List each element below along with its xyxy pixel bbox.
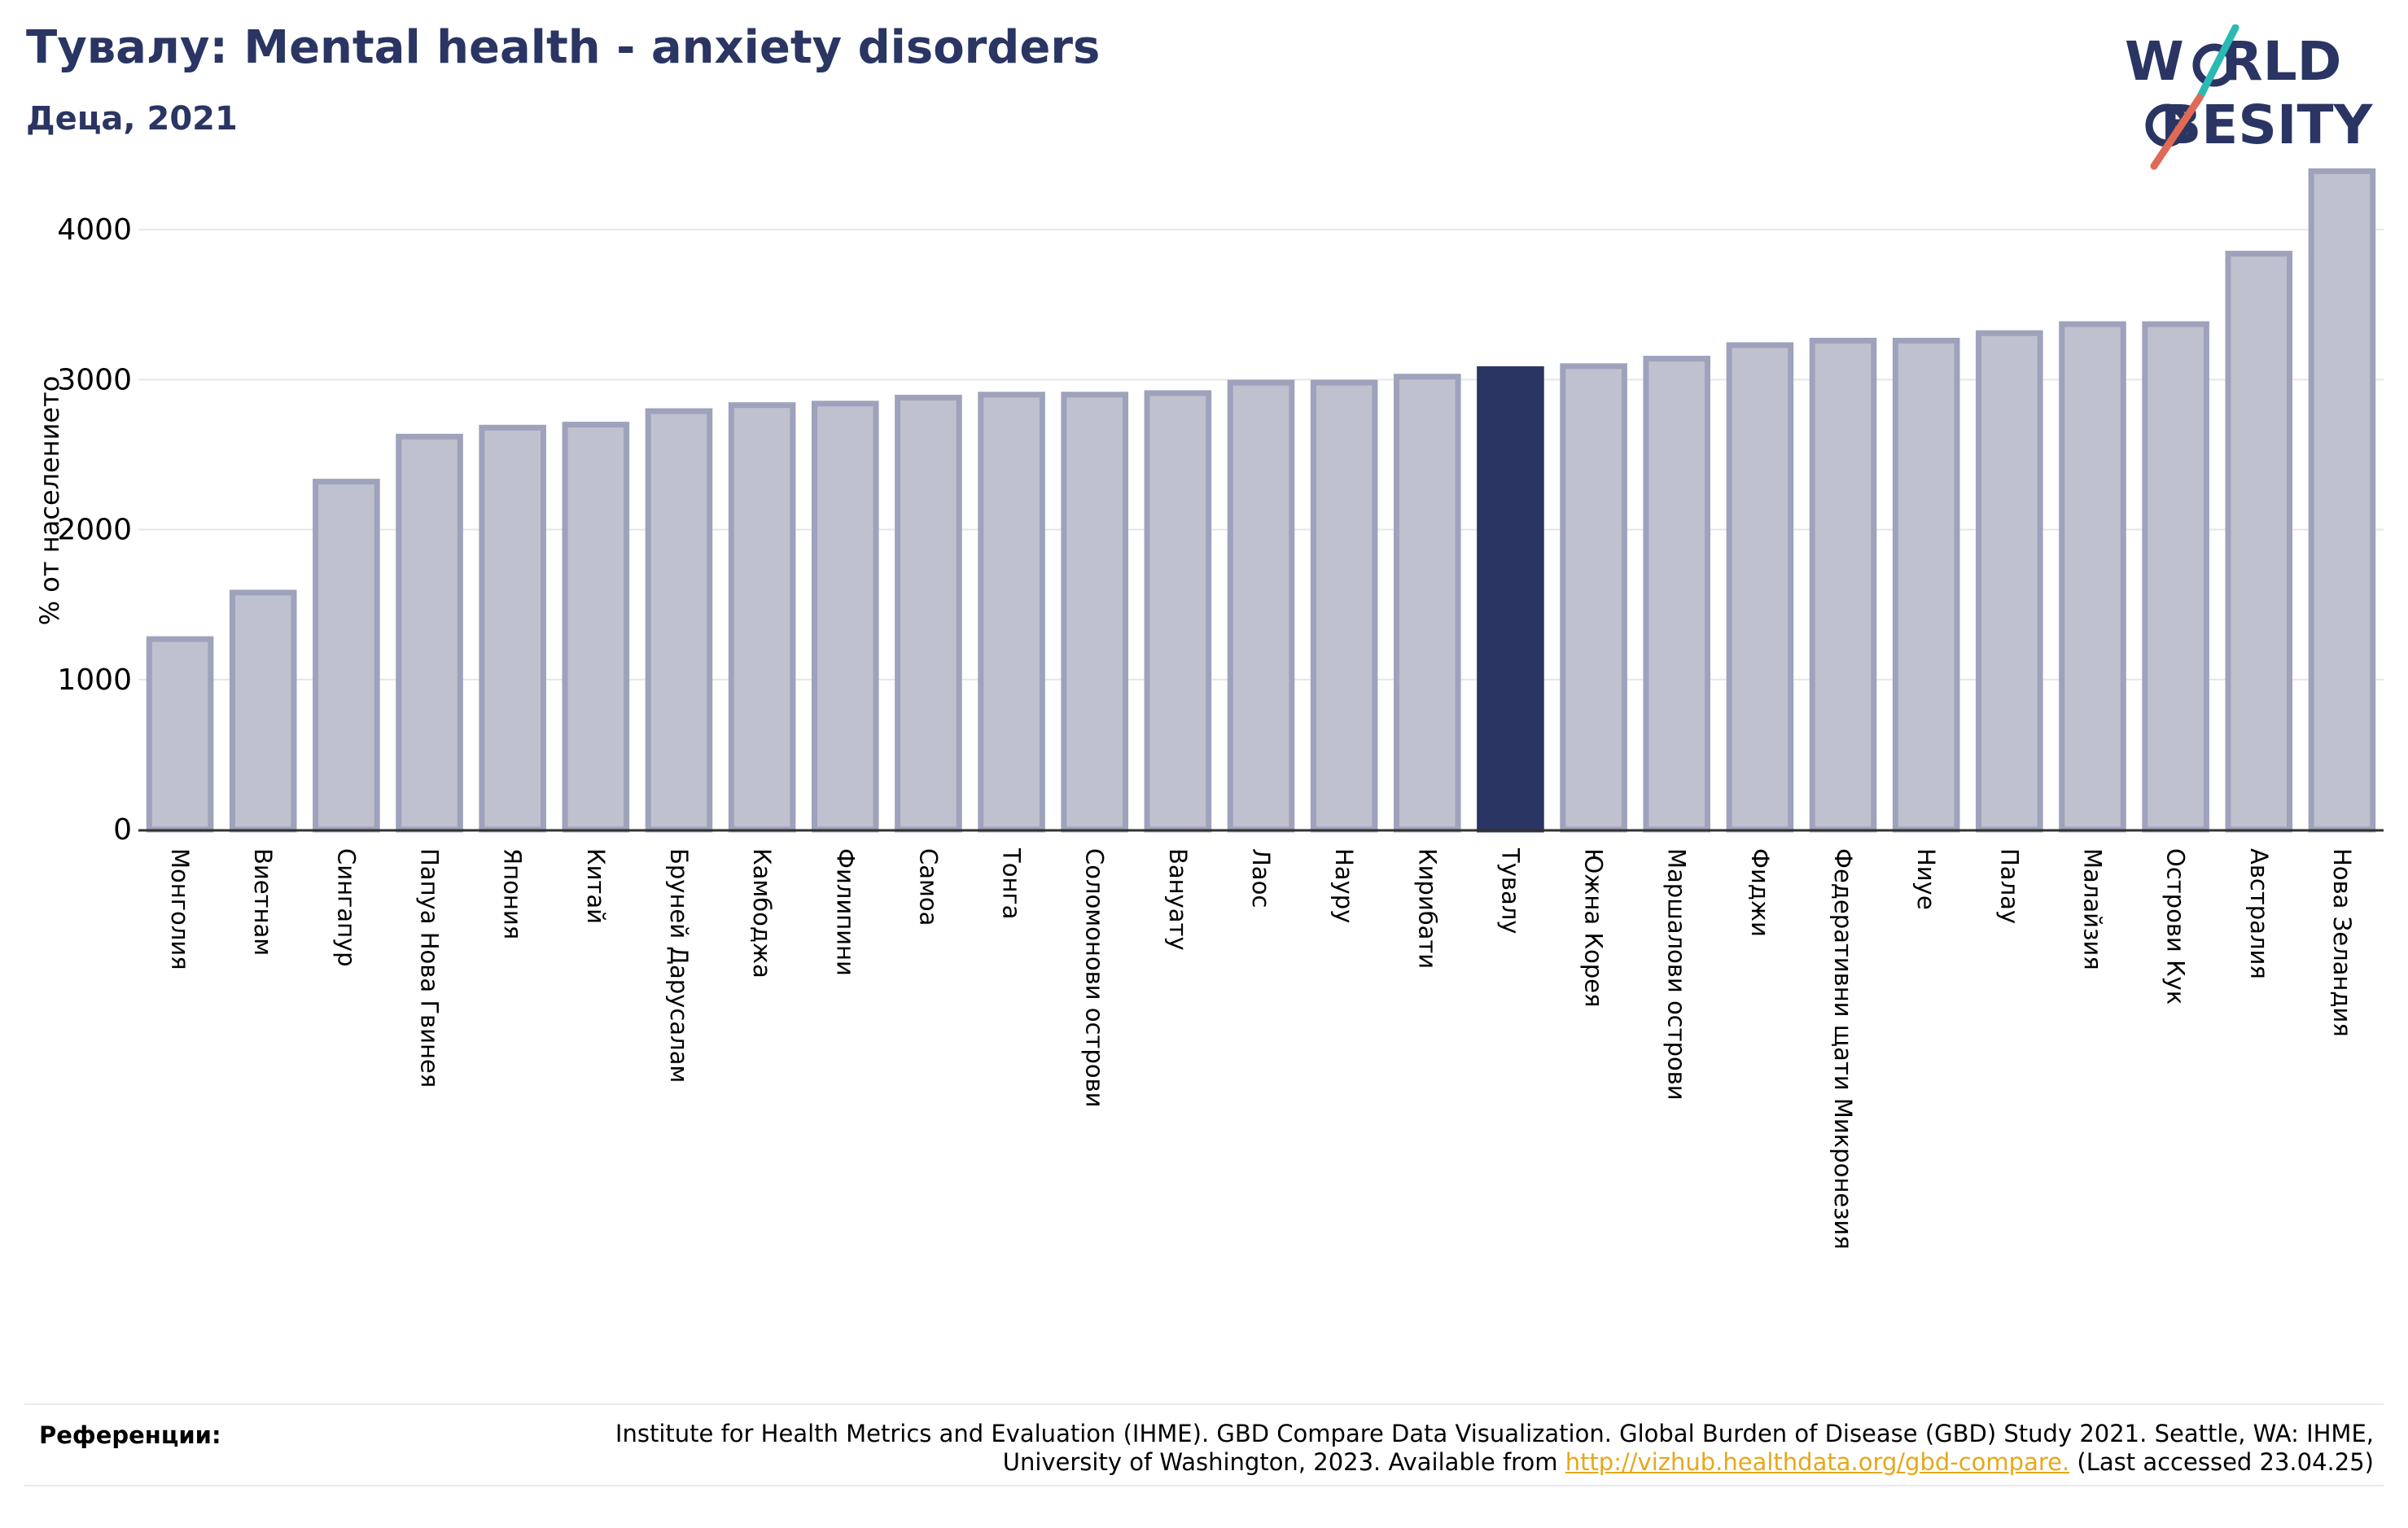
page-subtitle: Деца, 2021 (26, 100, 238, 138)
x-tick-label: Кирибати (1413, 848, 1441, 969)
x-tick-label: Нова Зеландия (2328, 848, 2356, 1037)
bar (1560, 363, 1627, 833)
x-tick-label: Тувалу (1496, 847, 1524, 934)
bar (1976, 330, 2043, 833)
bar (396, 433, 463, 833)
x-tick-label: Вануату (1164, 848, 1192, 951)
bar (1643, 356, 1711, 833)
references-bottom-divider (24, 1485, 2384, 1486)
x-tick-label: Соломонови острови (1081, 848, 1109, 1107)
references-top-divider (24, 1403, 2384, 1405)
bar (811, 401, 879, 833)
x-tick-label: Тонга (998, 847, 1026, 919)
x-tick-label: Маршалови острови (1663, 848, 1691, 1101)
bar (645, 408, 713, 833)
bar (313, 479, 380, 833)
x-tick-label: Австралия (2245, 848, 2273, 979)
x-tick-label: Ниуе (1912, 848, 1940, 910)
bar (2142, 321, 2209, 833)
x-tick-label: Острови Кук (2162, 848, 2190, 1005)
x-tick-label: Самоа (914, 848, 942, 926)
bar (895, 394, 962, 833)
bar (1310, 379, 1378, 833)
x-tick-label: Япония (499, 848, 527, 939)
x-tick-label: Лаос (1247, 848, 1275, 908)
bar-chart: 0 1000 2000 3000 4000 % от населението Монго… (34, 168, 2384, 1250)
x-tick-label: Фиджи (1746, 848, 1774, 937)
x-tick-label: Южна Корея (1580, 848, 1608, 1007)
bar (229, 589, 297, 833)
x-tick-label: Филипини (831, 848, 859, 976)
bar (1394, 374, 1461, 833)
y-axis-label: % от населението (34, 376, 65, 626)
x-tick-label: Федеративни щати Микронезия (1829, 848, 1857, 1250)
y-tick-label: 2000 (57, 514, 132, 547)
bar (1892, 337, 1960, 833)
bar (1227, 379, 1295, 833)
x-tick-label: Науру (1330, 848, 1358, 923)
x-tick-label: Палау (1995, 848, 2023, 924)
references-label: Референции: (39, 1421, 221, 1449)
bar (2225, 251, 2293, 833)
y-axis-ticks: 0 1000 2000 3000 4000 (57, 213, 132, 847)
bar (978, 392, 1045, 833)
bar (1726, 342, 1794, 833)
bars (146, 168, 2376, 833)
bar (562, 422, 630, 833)
bar (146, 636, 214, 833)
x-tick-label: Малайзия (2078, 848, 2106, 970)
references-access-date: (Last accessed 23.04.25) (2069, 1448, 2374, 1476)
x-tick-label: Бруней Дарусалам (665, 848, 693, 1083)
bar (2059, 321, 2126, 833)
bar (2308, 168, 2376, 833)
y-tick-label: 4000 (57, 213, 132, 247)
references-text: Institute for Health Metrics and Evaluat… (501, 1420, 2374, 1477)
references-citation: Institute for Health Metrics and Evaluat… (615, 1420, 2374, 1476)
bar (1061, 392, 1128, 833)
page-title: Тувалу: Mental health - anxiety disorder… (26, 21, 1101, 74)
references-link[interactable]: http://vizhub.healthdata.org/gbd-compare… (1565, 1448, 2070, 1476)
bar (728, 402, 796, 833)
x-axis-ticks: Монголия Виетнам Сингапур Папуа Нова Гвинея… (166, 847, 2356, 1250)
x-tick-label: Виетнам (249, 848, 277, 956)
world-obesity-logo: W RLD BESITY (2125, 24, 2374, 170)
x-tick-label: Сингапур (332, 848, 360, 967)
x-tick-label: Папуа Нова Гвинея (416, 848, 444, 1088)
y-tick-label: 3000 (57, 363, 132, 396)
y-tick-label: 1000 (57, 663, 132, 697)
x-tick-label: Монголия (166, 848, 194, 970)
bar-highlighted (1477, 366, 1544, 833)
bar (1144, 390, 1212, 833)
bar (1809, 337, 1877, 833)
x-tick-label: Китай (582, 848, 610, 924)
bar (479, 424, 546, 833)
y-tick-label: 0 (113, 813, 132, 847)
x-tick-label: Камбоджа (748, 848, 776, 979)
